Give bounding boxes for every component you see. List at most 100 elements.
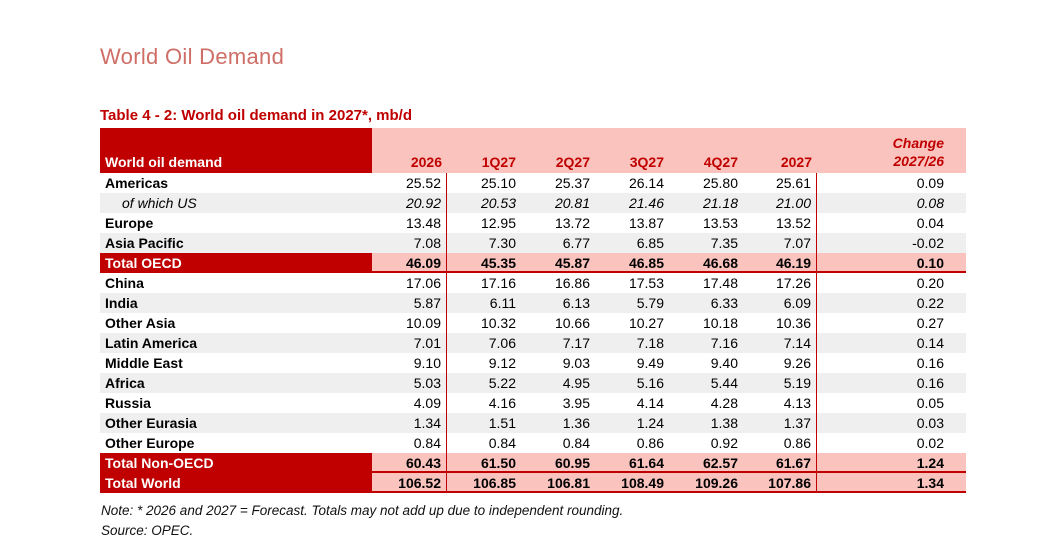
value-cell: 10.32 [480, 315, 516, 331]
value-cell: 13.52 [743, 213, 817, 233]
row-label: China [105, 275, 144, 291]
value-cell: 10.27 [628, 315, 664, 331]
value-cell: 20.92 [372, 193, 447, 213]
value-cell: 0.84 [562, 435, 590, 451]
value-cell: 7.35 [710, 235, 738, 251]
value-cell: 1.38 [710, 415, 738, 431]
table-row: Asia Pacific 7.08 7.30 6.77 6.85 7.35 7.07 -0.0… [100, 233, 966, 253]
row-label: Other Eurasia [105, 415, 197, 431]
value-cell: 7.14 [743, 333, 817, 353]
table-row: Europe 13.48 12.95 13.72 13.87 13.53 13.52 0.04 [100, 213, 966, 233]
value-cell: 10.18 [702, 315, 738, 331]
value-cell: 17.16 [480, 275, 516, 291]
table-row: Middle East 9.10 9.12 9.03 9.49 9.40 9.26 0.16 [100, 353, 966, 373]
change-cell: 1.24 [817, 453, 966, 471]
table-row: Americas 25.52 25.10 25.37 26.14 25.80 25.61 0.… [100, 173, 966, 193]
row-label: Latin America [105, 335, 198, 351]
value-cell: 7.01 [372, 333, 447, 353]
value-cell: 9.10 [372, 353, 447, 373]
value-cell: 106.52 [372, 473, 447, 491]
table-row: India 5.87 6.11 6.13 5.79 6.33 6.09 0.22 [100, 293, 966, 313]
table-note: Note: * 2026 and 2027 = Forecast. Totals… [101, 503, 624, 518]
value-cell: 20.53 [480, 195, 516, 211]
table-row: Other Europe 0.84 0.84 0.84 0.86 0.92 0.86 0.02 [100, 433, 966, 453]
value-cell: 3.95 [562, 395, 590, 411]
value-cell: 106.81 [521, 473, 595, 491]
value-cell: 46.09 [372, 253, 447, 271]
change-cell: 0.03 [916, 415, 944, 431]
value-cell: 46.19 [743, 253, 817, 271]
value-cell: 25.80 [702, 175, 738, 191]
total-row: Total World 106.52 106.85 106.81 108.49 109.2… [100, 473, 966, 493]
column-header-2q27: 2Q27 [521, 128, 595, 173]
value-cell: 1.51 [488, 415, 516, 431]
row-label: Middle East [105, 355, 183, 371]
value-cell: 6.09 [743, 293, 817, 313]
change-header-line2: 2027/26 [893, 153, 944, 169]
value-cell: 1.24 [636, 415, 664, 431]
value-cell: 4.09 [372, 393, 447, 413]
table-header-row: World oil demand 2026 1Q27 2Q27 3Q27 4Q2… [100, 128, 966, 173]
value-cell: 7.18 [636, 335, 664, 351]
value-cell: 6.13 [562, 295, 590, 311]
row-label: Americas [105, 175, 169, 191]
value-cell: 4.95 [562, 375, 590, 391]
value-cell: 0.86 [636, 435, 664, 451]
value-cell: 108.49 [595, 473, 669, 491]
change-cell: 0.02 [916, 435, 944, 451]
column-header-change: Change 2027/26 [817, 128, 966, 173]
total-row: Total OECD 46.09 45.35 45.87 46.85 46.68 46.19… [100, 253, 966, 273]
row-label: Europe [105, 215, 154, 231]
value-cell: 6.85 [636, 235, 664, 251]
value-cell: 10.66 [554, 315, 590, 331]
value-cell: 20.81 [554, 195, 590, 211]
value-cell: 5.19 [743, 373, 817, 393]
table-row: Russia 4.09 4.16 3.95 4.14 4.28 4.13 0.05 [100, 393, 966, 413]
column-header-2027: 2027 [743, 128, 817, 173]
value-cell: 26.14 [628, 175, 664, 191]
value-cell: 45.87 [521, 253, 595, 271]
value-cell: 7.16 [710, 335, 738, 351]
change-cell: 1.34 [817, 473, 966, 491]
value-cell: 1.34 [372, 413, 447, 433]
change-cell: 0.22 [916, 295, 944, 311]
value-cell: 61.67 [743, 453, 817, 471]
table-row: Other Asia 10.09 10.32 10.66 10.27 10.18 10.36… [100, 313, 966, 333]
change-cell: 0.08 [916, 195, 944, 211]
value-cell: 0.86 [743, 433, 817, 453]
value-cell: 25.52 [372, 173, 447, 193]
value-cell: 0.92 [710, 435, 738, 451]
change-cell: -0.02 [912, 235, 944, 251]
value-cell: 5.87 [372, 293, 447, 313]
value-cell: 25.61 [743, 173, 817, 193]
value-cell: 9.40 [710, 355, 738, 371]
page-title: World Oil Demand [100, 44, 285, 69]
value-cell: 13.87 [628, 215, 664, 231]
row-label: Total OECD [100, 253, 372, 271]
column-header-1q27: 1Q27 [447, 128, 521, 173]
value-cell: 109.26 [669, 473, 743, 491]
value-cell: 17.26 [743, 273, 817, 293]
value-cell: 60.95 [521, 453, 595, 471]
table-row: Other Eurasia 1.34 1.51 1.36 1.24 1.38 1.37 0.0… [100, 413, 966, 433]
value-cell: 107.86 [743, 473, 817, 491]
value-cell: 5.16 [636, 375, 664, 391]
row-label: of which US [122, 195, 197, 211]
oil-demand-table: World oil demand 2026 1Q27 2Q27 3Q27 4Q2… [100, 128, 966, 493]
value-cell: 17.53 [628, 275, 664, 291]
table-row: Latin America 7.01 7.06 7.17 7.18 7.16 7.14 0.1… [100, 333, 966, 353]
value-cell: 6.33 [710, 295, 738, 311]
value-cell: 5.44 [710, 375, 738, 391]
value-cell: 4.14 [636, 395, 664, 411]
value-cell: 13.72 [554, 215, 590, 231]
value-cell: 7.30 [488, 235, 516, 251]
value-cell: 7.17 [562, 335, 590, 351]
row-label: Other Europe [105, 435, 195, 451]
table-source: Source: OPEC. [101, 523, 194, 538]
change-cell: 0.16 [916, 355, 944, 371]
value-cell: 4.13 [743, 393, 817, 413]
row-label: India [105, 295, 138, 311]
table-header-corner-label: World oil demand [100, 128, 372, 173]
value-cell: 21.00 [743, 193, 817, 213]
value-cell: 46.85 [595, 253, 669, 271]
